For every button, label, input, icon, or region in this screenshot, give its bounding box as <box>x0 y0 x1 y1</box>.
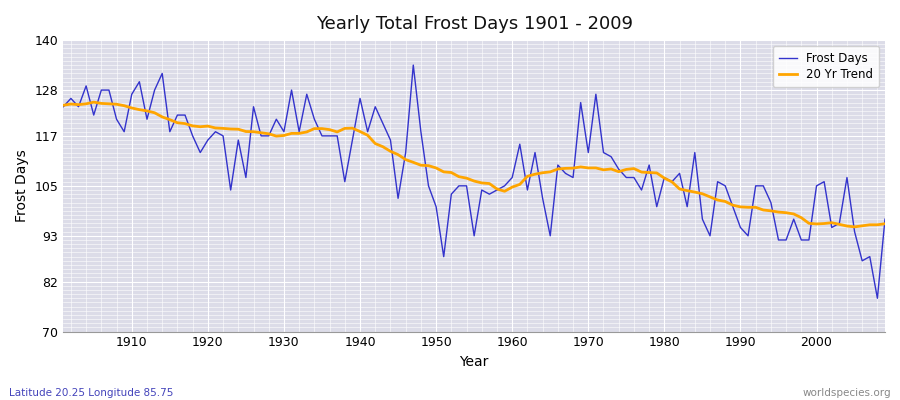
Frost Days <box>515 142 526 147</box>
Frost Days <box>408 63 418 68</box>
Text: Latitude 20.25 Longitude 85.75: Latitude 20.25 Longitude 85.75 <box>9 388 174 398</box>
20 Yr Trend <box>850 224 860 229</box>
Frost Days <box>872 296 883 301</box>
Legend: Frost Days, 20 Yr Trend: Frost Days, 20 Yr Trend <box>773 46 879 87</box>
20 Yr Trend <box>879 221 890 226</box>
20 Yr Trend <box>58 103 68 108</box>
Title: Yearly Total Frost Days 1901 - 2009: Yearly Total Frost Days 1901 - 2009 <box>316 15 633 33</box>
20 Yr Trend <box>126 106 137 110</box>
Text: worldspecies.org: worldspecies.org <box>803 388 891 398</box>
Frost Days <box>286 88 297 92</box>
20 Yr Trend <box>88 100 99 104</box>
20 Yr Trend <box>293 131 304 136</box>
Frost Days <box>879 217 890 222</box>
Frost Days <box>606 154 616 159</box>
Frost Days <box>507 175 517 180</box>
X-axis label: Year: Year <box>460 355 489 369</box>
20 Yr Trend <box>339 126 350 131</box>
20 Yr Trend <box>515 182 526 187</box>
20 Yr Trend <box>507 185 517 190</box>
Y-axis label: Frost Days: Frost Days <box>15 150 29 222</box>
Frost Days <box>332 134 343 138</box>
Line: 20 Yr Trend: 20 Yr Trend <box>63 102 885 227</box>
Line: Frost Days: Frost Days <box>63 65 885 298</box>
Frost Days <box>119 129 130 134</box>
Frost Days <box>58 104 68 109</box>
20 Yr Trend <box>606 166 616 171</box>
